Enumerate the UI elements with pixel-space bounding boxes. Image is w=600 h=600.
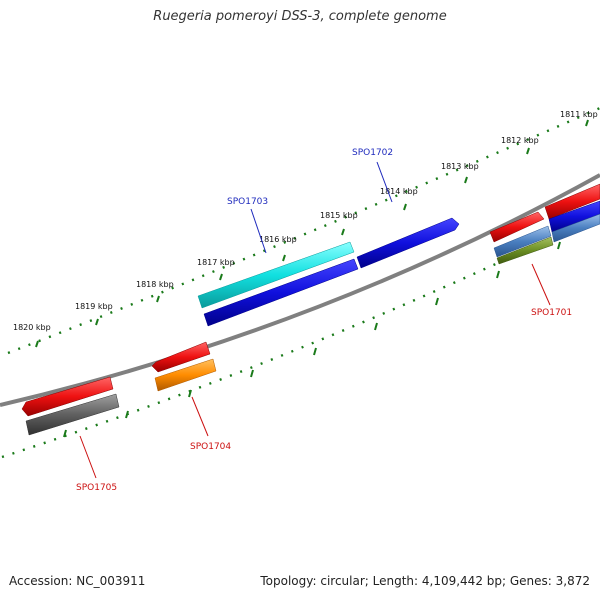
kbp-label-1820: 1820 kbp bbox=[13, 323, 51, 332]
feature-gray[interactable] bbox=[25, 393, 120, 436]
inner-strand-features bbox=[21, 200, 600, 436]
feature-steelblue[interactable] bbox=[493, 225, 552, 258]
feature-cyan[interactable] bbox=[197, 241, 355, 309]
feature-blue-spo1702[interactable] bbox=[356, 217, 460, 269]
kbp-label-1815: 1815 kbp bbox=[320, 211, 358, 220]
genome-backbone bbox=[0, 173, 600, 407]
map-title: Ruegeria pomeroyi DSS-3, complete genome bbox=[153, 9, 447, 24]
kbp-label-1812: 1812 kbp bbox=[501, 136, 539, 145]
scale-ring-lower bbox=[1, 213, 600, 459]
kbp-label-1816: 1816 kbp bbox=[259, 235, 297, 244]
accession-text: Accession: NC_003911 bbox=[9, 574, 146, 588]
feature-red-spo1705[interactable] bbox=[21, 376, 114, 417]
gene-label-spo1704: SPO1704 bbox=[190, 442, 231, 452]
scale-ring-upper bbox=[7, 106, 600, 355]
feature-steel-right[interactable] bbox=[551, 213, 600, 243]
gene-label-spo1702: SPO1702 bbox=[352, 148, 393, 158]
lower-major-ticks bbox=[63, 241, 561, 438]
kbp-label-1818: 1818 kbp bbox=[136, 280, 174, 289]
topology-text: Topology: circular; Length: 4,109,442 bp… bbox=[260, 574, 590, 588]
upper-major-ticks bbox=[35, 119, 589, 348]
kbp-label-1819: 1819 kbp bbox=[75, 302, 113, 311]
gene-label-spo1701: SPO1701 bbox=[531, 308, 572, 318]
feature-orange[interactable] bbox=[154, 358, 217, 392]
kbp-label-1814: 1814 kbp bbox=[380, 187, 418, 196]
feature-red-spo1704[interactable] bbox=[151, 341, 211, 373]
kbp-label-1811: 1811 kbp bbox=[560, 110, 598, 119]
gene-label-spo1705: SPO1705 bbox=[76, 483, 117, 493]
feature-red-spo1701[interactable] bbox=[489, 211, 545, 243]
feature-blue-right[interactable] bbox=[548, 200, 600, 233]
label-connectors bbox=[79, 161, 551, 479]
feature-red-right[interactable] bbox=[544, 183, 600, 220]
feature-olive[interactable] bbox=[496, 236, 554, 265]
outer-strand-features bbox=[197, 183, 600, 327]
feature-blue-1[interactable] bbox=[203, 258, 359, 327]
kbp-label-1813: 1813 kbp bbox=[441, 162, 479, 171]
kbp-label-1817: 1817 kbp bbox=[197, 258, 235, 267]
gene-label-spo1703: SPO1703 bbox=[227, 197, 268, 207]
